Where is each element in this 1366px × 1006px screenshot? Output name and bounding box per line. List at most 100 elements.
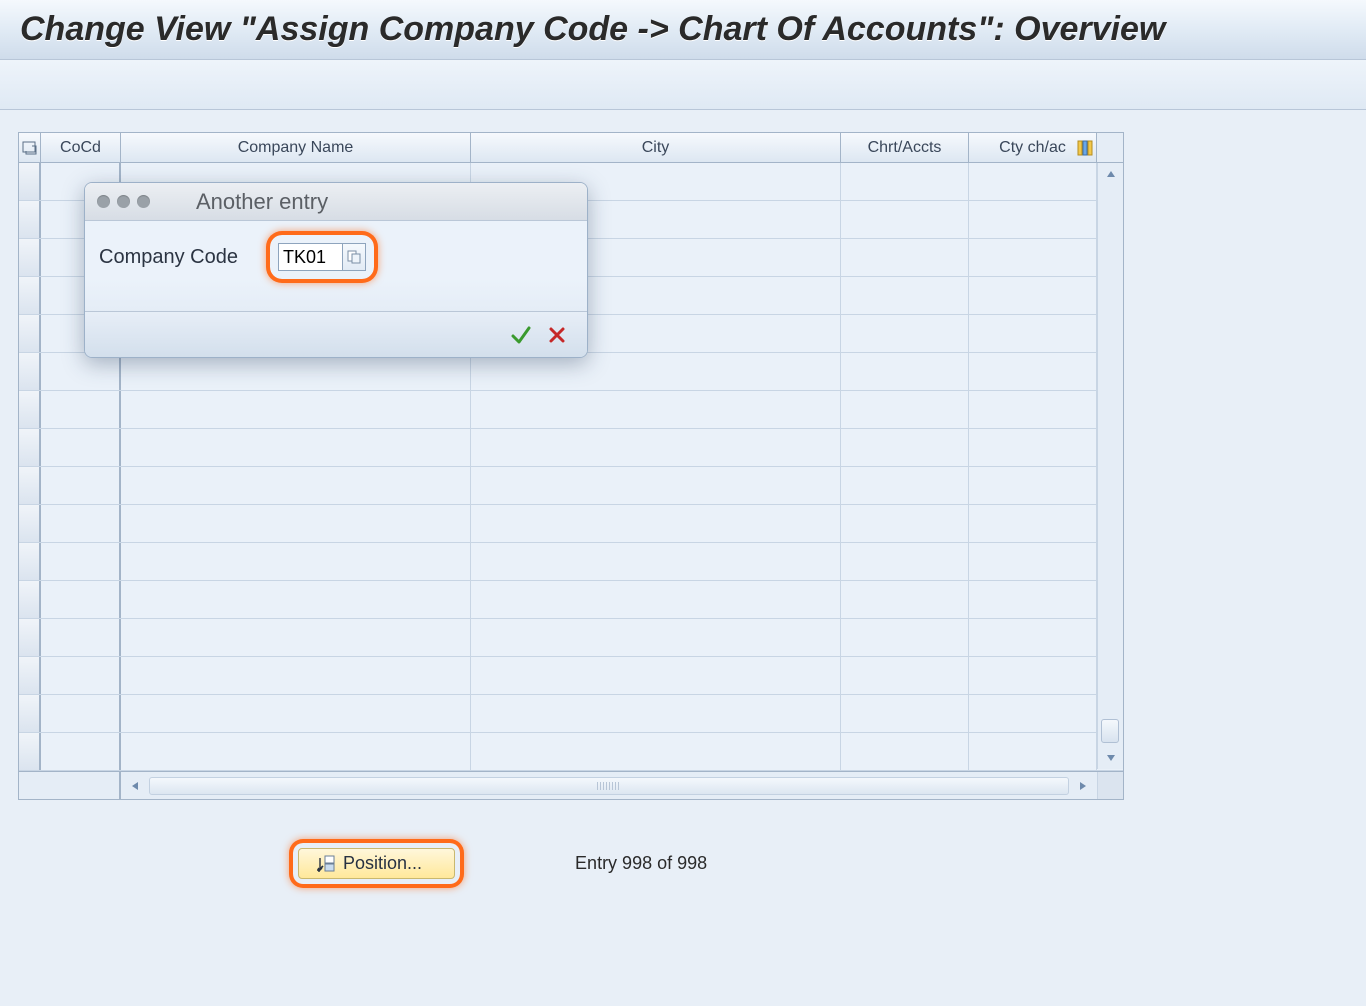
cell-city[interactable]	[471, 353, 841, 390]
row-selector[interactable]	[19, 695, 41, 732]
cell-company-name[interactable]	[121, 505, 471, 542]
cell-chrt-accts[interactable]	[841, 619, 969, 656]
table-row[interactable]	[19, 391, 1123, 429]
cell-cocd[interactable]	[41, 543, 121, 580]
row-selector[interactable]	[19, 543, 41, 580]
col-header-cty-ch-ac[interactable]: Cty ch/ac	[969, 133, 1097, 162]
cell-cocd[interactable]	[41, 391, 121, 428]
scroll-down-icon[interactable]	[1098, 747, 1123, 769]
cell-cocd[interactable]	[41, 695, 121, 732]
cell-cocd[interactable]	[41, 733, 121, 770]
dialog-cancel-button[interactable]	[545, 323, 569, 347]
cell-company-name[interactable]	[121, 353, 471, 390]
cell-chrt-accts[interactable]	[841, 277, 969, 314]
table-row[interactable]	[19, 505, 1123, 543]
cell-cty-ch-ac[interactable]	[969, 657, 1097, 694]
cell-company-name[interactable]	[121, 429, 471, 466]
window-close-dot[interactable]	[97, 195, 110, 208]
row-selector[interactable]	[19, 239, 41, 276]
table-row[interactable]	[19, 733, 1123, 771]
cell-chrt-accts[interactable]	[841, 315, 969, 352]
scroll-right-icon[interactable]	[1073, 776, 1093, 796]
cell-city[interactable]	[471, 619, 841, 656]
row-selector[interactable]	[19, 733, 41, 770]
cell-cty-ch-ac[interactable]	[969, 315, 1097, 352]
column-config-icon[interactable]	[1076, 139, 1094, 157]
dialog-titlebar[interactable]: Another entry	[85, 183, 587, 221]
row-selector[interactable]	[19, 505, 41, 542]
table-row[interactable]	[19, 543, 1123, 581]
cell-company-name[interactable]	[121, 619, 471, 656]
cell-cty-ch-ac[interactable]	[969, 581, 1097, 618]
cell-cty-ch-ac[interactable]	[969, 733, 1097, 770]
cell-company-name[interactable]	[121, 543, 471, 580]
cell-chrt-accts[interactable]	[841, 505, 969, 542]
cell-cocd[interactable]	[41, 353, 121, 390]
value-help-button[interactable]	[342, 243, 366, 271]
horizontal-scrollbar[interactable]	[121, 772, 1097, 799]
hscroll-track[interactable]	[149, 777, 1069, 795]
row-selector[interactable]	[19, 467, 41, 504]
cell-city[interactable]	[471, 391, 841, 428]
vertical-scrollbar[interactable]	[1097, 163, 1123, 769]
cell-cty-ch-ac[interactable]	[969, 505, 1097, 542]
cell-chrt-accts[interactable]	[841, 733, 969, 770]
cell-city[interactable]	[471, 581, 841, 618]
table-row[interactable]	[19, 467, 1123, 505]
cell-cty-ch-ac[interactable]	[969, 695, 1097, 732]
cell-cocd[interactable]	[41, 581, 121, 618]
cell-company-name[interactable]	[121, 391, 471, 428]
cell-cocd[interactable]	[41, 467, 121, 504]
cell-chrt-accts[interactable]	[841, 581, 969, 618]
cell-chrt-accts[interactable]	[841, 657, 969, 694]
cell-city[interactable]	[471, 429, 841, 466]
select-all-header[interactable]	[19, 133, 41, 162]
cell-chrt-accts[interactable]	[841, 429, 969, 466]
cell-cty-ch-ac[interactable]	[969, 467, 1097, 504]
cell-cty-ch-ac[interactable]	[969, 201, 1097, 238]
vscroll-thumb[interactable]	[1101, 719, 1119, 743]
col-header-cocd[interactable]: CoCd	[41, 133, 121, 162]
window-max-dot[interactable]	[137, 195, 150, 208]
cell-cty-ch-ac[interactable]	[969, 619, 1097, 656]
row-selector[interactable]	[19, 391, 41, 428]
cell-city[interactable]	[471, 657, 841, 694]
cell-company-name[interactable]	[121, 467, 471, 504]
row-selector[interactable]	[19, 657, 41, 694]
cell-company-name[interactable]	[121, 581, 471, 618]
table-row[interactable]	[19, 695, 1123, 733]
company-code-input[interactable]	[278, 243, 342, 271]
cell-cty-ch-ac[interactable]	[969, 391, 1097, 428]
cell-city[interactable]	[471, 505, 841, 542]
table-row[interactable]	[19, 353, 1123, 391]
scroll-left-icon[interactable]	[125, 776, 145, 796]
table-row[interactable]	[19, 429, 1123, 467]
cell-cty-ch-ac[interactable]	[969, 543, 1097, 580]
window-min-dot[interactable]	[117, 195, 130, 208]
cell-cty-ch-ac[interactable]	[969, 163, 1097, 200]
cell-chrt-accts[interactable]	[841, 239, 969, 276]
cell-company-name[interactable]	[121, 657, 471, 694]
cell-city[interactable]	[471, 695, 841, 732]
cell-chrt-accts[interactable]	[841, 163, 969, 200]
cell-cocd[interactable]	[41, 429, 121, 466]
cell-city[interactable]	[471, 467, 841, 504]
cell-company-name[interactable]	[121, 733, 471, 770]
cell-chrt-accts[interactable]	[841, 695, 969, 732]
vscroll-track[interactable]	[1098, 185, 1123, 747]
scroll-up-icon[interactable]	[1098, 163, 1123, 185]
row-selector[interactable]	[19, 429, 41, 466]
cell-chrt-accts[interactable]	[841, 543, 969, 580]
row-selector[interactable]	[19, 201, 41, 238]
cell-chrt-accts[interactable]	[841, 467, 969, 504]
table-row[interactable]	[19, 619, 1123, 657]
cell-cocd[interactable]	[41, 657, 121, 694]
row-selector[interactable]	[19, 315, 41, 352]
col-header-chrt-accts[interactable]: Chrt/Accts	[841, 133, 969, 162]
table-row[interactable]	[19, 581, 1123, 619]
table-row[interactable]	[19, 657, 1123, 695]
col-header-city[interactable]: City	[471, 133, 841, 162]
dialog-confirm-button[interactable]	[509, 323, 533, 347]
cell-chrt-accts[interactable]	[841, 201, 969, 238]
row-selector[interactable]	[19, 353, 41, 390]
